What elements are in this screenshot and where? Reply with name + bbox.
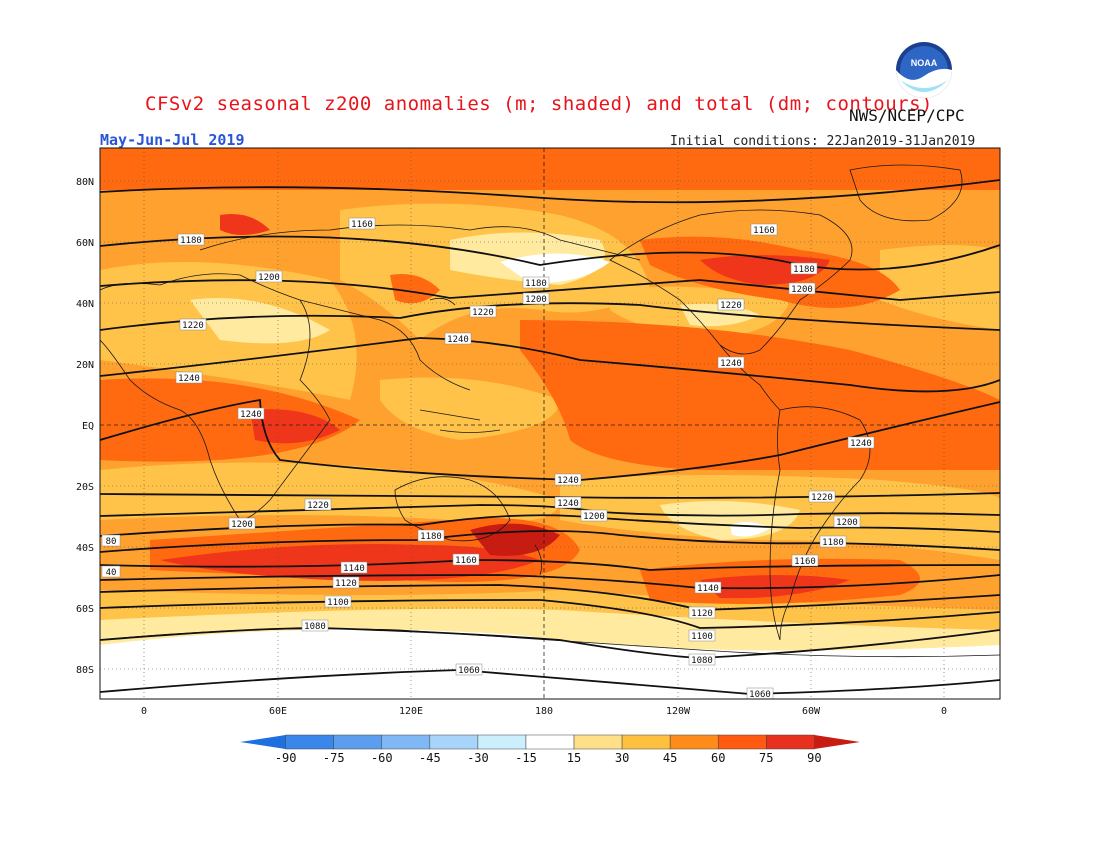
lat-label: 20S bbox=[76, 482, 94, 493]
anomaly-arctic-band bbox=[100, 148, 1000, 190]
colorbar-tick-label: -15 bbox=[515, 751, 537, 765]
colorbar-arrow-high bbox=[814, 735, 860, 749]
contour-label: 1220 bbox=[182, 321, 204, 331]
colorbar-swatch bbox=[766, 734, 815, 750]
lat-label: 60N bbox=[76, 238, 94, 249]
colorbar-tick-label: -60 bbox=[371, 751, 393, 765]
lon-label: 180 bbox=[535, 706, 553, 717]
contour-label: 1060 bbox=[749, 690, 771, 700]
contour-label: 1240 bbox=[240, 410, 262, 420]
height-contours bbox=[100, 179, 1000, 695]
contour-label: 1200 bbox=[525, 295, 547, 305]
contour-label: 1240 bbox=[447, 335, 469, 345]
initial-conditions: Initial conditions: 22Jan2019-31Jan2019 bbox=[670, 134, 975, 149]
figure-title: CFSv2 seasonal z200 anomalies (m; shaded… bbox=[145, 93, 933, 115]
contour-label: 1220 bbox=[307, 501, 329, 511]
lon-label: 120E bbox=[399, 706, 423, 717]
contour-label: 1140 bbox=[697, 584, 719, 594]
contour-label: 1240 bbox=[557, 499, 579, 509]
colorbar-tick-label: 45 bbox=[663, 751, 677, 765]
colorbar-tick-label: 90 bbox=[807, 751, 821, 765]
contour-label: 1200 bbox=[791, 285, 813, 295]
colorbar-swatch bbox=[477, 734, 527, 750]
lat-label: 60S bbox=[76, 604, 94, 615]
contour-label: 1220 bbox=[720, 301, 742, 311]
map-frame bbox=[99, 147, 1001, 700]
contour-label: 1120 bbox=[335, 579, 357, 589]
map-panel: 1160 1180 1200 1220 1240 1240 1240 1160 … bbox=[100, 148, 1000, 700]
contour-label: 1160 bbox=[753, 226, 775, 236]
lon-label: 0 bbox=[141, 706, 147, 717]
colorbar-tick-label: 15 bbox=[567, 751, 581, 765]
contour-label: 1200 bbox=[231, 520, 253, 530]
colorbar-swatch bbox=[525, 734, 575, 750]
contour-label: 1080 bbox=[304, 622, 326, 632]
lat-label: 40S bbox=[76, 543, 94, 554]
colorbar-swatch bbox=[621, 734, 671, 750]
colorbar-tick-label: 30 bbox=[615, 751, 629, 765]
lon-label: 0 bbox=[941, 706, 947, 717]
colorbar-tick-label: 60 bbox=[711, 751, 725, 765]
colorbar: -90 -75 -60 -45 -30 -15 15 30 45 60 75 90 bbox=[240, 734, 860, 765]
contour-label: 1180 bbox=[822, 538, 844, 548]
contour-label: 1160 bbox=[794, 557, 816, 567]
contour-label: 1120 bbox=[691, 609, 713, 619]
noaa-logo-text: NOAA bbox=[911, 58, 938, 68]
colorbar-swatch bbox=[285, 734, 334, 750]
noaa-logo: NOAA bbox=[896, 42, 952, 98]
contour-label: 1240 bbox=[850, 439, 872, 449]
contour-label: 1100 bbox=[691, 632, 713, 642]
contour-label: 1180 bbox=[180, 236, 202, 246]
contour-label: 1240 bbox=[720, 359, 742, 369]
colorbar-swatch bbox=[429, 734, 479, 750]
reference-lines bbox=[100, 148, 1000, 699]
latitude-labels: 80N 60N 40N 20N EQ 20S 40S 60S 80S bbox=[76, 177, 94, 676]
contour-label: 1180 bbox=[420, 532, 442, 542]
lat-label: 80N bbox=[76, 177, 94, 188]
contour-label: 1220 bbox=[811, 493, 833, 503]
lon-label: 60W bbox=[802, 706, 821, 717]
longitude-labels: 0 60E 120E 180 120W 60W 0 bbox=[141, 706, 947, 717]
contour-label: 1160 bbox=[351, 220, 373, 230]
colorbar-tick-label: 75 bbox=[759, 751, 773, 765]
contour-label: 1240 bbox=[178, 374, 200, 384]
colorbar-tick-label: -90 bbox=[275, 751, 297, 765]
colorbar-swatch bbox=[717, 734, 767, 750]
lat-label: 40N bbox=[76, 299, 94, 310]
colorbar-swatch bbox=[669, 734, 719, 750]
contour-labels: 1160 1180 1200 1220 1240 1240 1240 1160 … bbox=[101, 217, 875, 700]
colorbar-tick-label: -45 bbox=[419, 751, 441, 765]
colorbar-tick-label: -75 bbox=[323, 751, 345, 765]
contour-label: 1240 bbox=[557, 476, 579, 486]
contour-label: 1060 bbox=[458, 666, 480, 676]
lat-label: 20N bbox=[76, 360, 94, 371]
anomaly-shading bbox=[100, 203, 1000, 699]
colorbar-swatch bbox=[573, 734, 623, 750]
lon-label: 60E bbox=[269, 706, 287, 717]
contour-label: 1140 bbox=[343, 564, 365, 574]
contour-label: 40 bbox=[106, 568, 117, 578]
contour-label: 1180 bbox=[793, 265, 815, 275]
lat-label: 80S bbox=[76, 665, 94, 676]
contour-label: 1220 bbox=[472, 308, 494, 318]
lon-label: 120W bbox=[666, 706, 691, 717]
colorbar-swatch bbox=[333, 734, 383, 750]
contour-label: 1200 bbox=[258, 273, 280, 283]
contour-label: 1200 bbox=[583, 512, 605, 522]
colorbar-tick-label: -30 bbox=[467, 751, 489, 765]
contour-label: 1200 bbox=[836, 518, 858, 528]
colorbar-arrow-low bbox=[240, 735, 286, 749]
contour-label: 80 bbox=[106, 537, 117, 547]
agency-label: NWS/NCEP/CPC bbox=[849, 106, 965, 125]
contour-label: 1160 bbox=[455, 556, 477, 566]
lat-label: EQ bbox=[82, 421, 94, 432]
contour-label: 1100 bbox=[327, 598, 349, 608]
contour-label: 1080 bbox=[691, 656, 713, 666]
contour-label: 1180 bbox=[525, 279, 547, 289]
colorbar-swatch bbox=[381, 734, 431, 750]
season-period: May-Jun-Jul 2019 bbox=[100, 131, 245, 149]
